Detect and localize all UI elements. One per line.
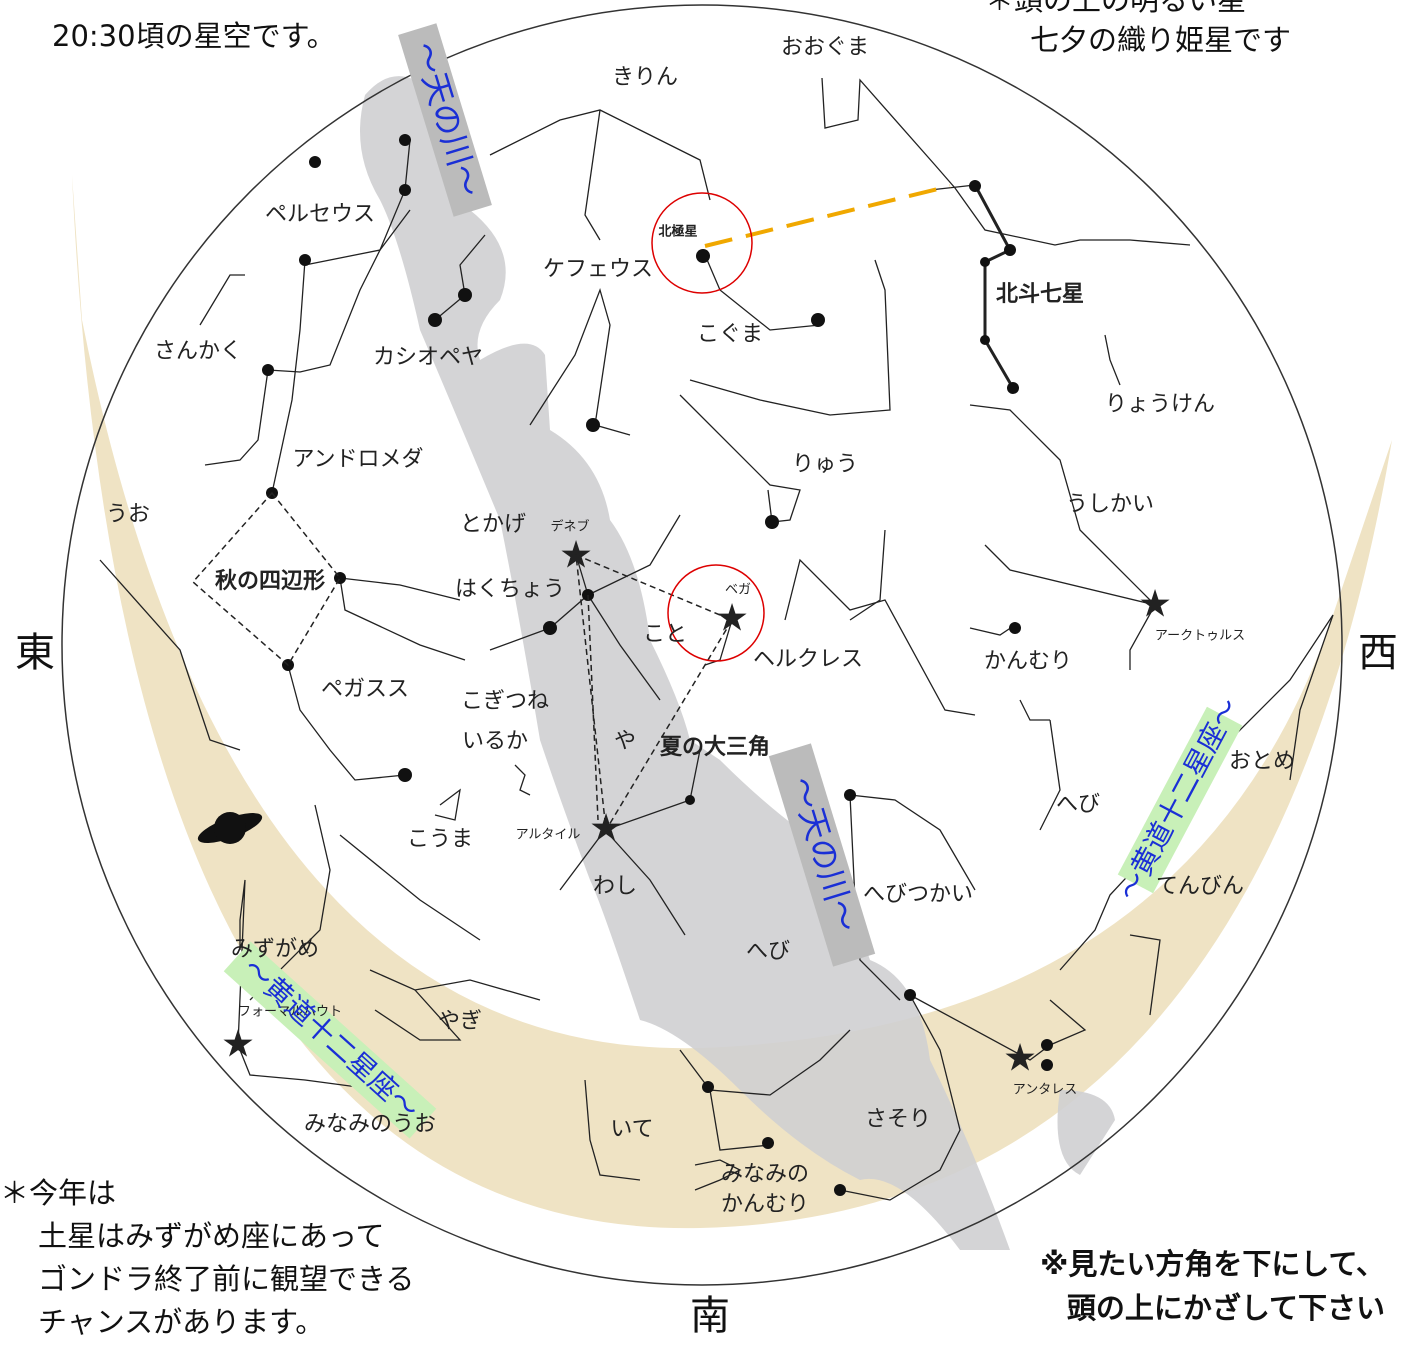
constellation-label: 北極星 xyxy=(658,224,697,240)
background: ★★★ ★★ ★ xyxy=(61,4,1392,1286)
direction-south: 南 xyxy=(690,1293,730,1339)
constellation-label: こぐま xyxy=(697,322,763,347)
constellation-label: おおぐま xyxy=(781,35,869,60)
constellation-label: カシオペヤ xyxy=(373,345,483,370)
note-saturn: ゴンドラ終了前に観望できる xyxy=(38,1262,414,1296)
note-top-right: ＊頭の上の明るい星 xyxy=(985,0,1246,17)
constellation-label: ペルセウス xyxy=(265,202,375,227)
constellation-label: みなみの xyxy=(721,1162,809,1187)
constellation-label: てんびん xyxy=(1156,874,1244,899)
constellation-label: ペガスス xyxy=(321,677,409,702)
sky-circle xyxy=(61,4,1343,1286)
constellation-label: へび xyxy=(1056,792,1100,817)
constellation-label: アークトゥルス xyxy=(1155,629,1245,644)
summer-triangle xyxy=(575,553,734,833)
note-saturn: 土星はみずがめ座にあって xyxy=(38,1219,385,1253)
constellation-label: 秋の四辺形 xyxy=(215,569,325,594)
ecliptic-band xyxy=(72,175,1392,1229)
constellation-label: とかげ xyxy=(460,512,526,537)
constellation-label: へびつかい xyxy=(863,882,973,907)
pointer-line xyxy=(704,184,951,248)
constellation-label: デネブ xyxy=(550,519,589,535)
note-saturn: チャンスがあります。 xyxy=(38,1305,324,1339)
constellation-label: みなみのうお xyxy=(304,1112,436,1137)
constellation-label: かんむり xyxy=(721,1192,809,1217)
constellation-label: わし xyxy=(593,874,637,899)
saturn-body xyxy=(214,812,246,844)
note-usage: 頭の上にかざして下さい xyxy=(1067,1291,1385,1325)
milky-way-tag xyxy=(768,743,876,967)
constellation-label: みずがめ xyxy=(231,937,319,962)
note-usage: ※見たい方角を下にして、 xyxy=(1040,1247,1385,1281)
svg-text:★: ★ xyxy=(1003,1036,1037,1080)
constellation-label: ヘルクレス xyxy=(753,647,863,672)
constellation-lines xyxy=(99,77,1334,1201)
constellation-label: いるか xyxy=(462,729,528,754)
milky-way-tag xyxy=(398,23,492,217)
constellation-label: ベガ xyxy=(725,583,751,598)
milky-way-branch xyxy=(1057,1090,1115,1175)
ecliptic-tag xyxy=(1117,706,1243,894)
constellation-label: さんかく xyxy=(154,339,242,364)
constellation-label: かんむり xyxy=(984,649,1072,674)
svg-text:★: ★ xyxy=(221,1022,255,1066)
polaris-ring xyxy=(651,192,753,294)
constellation-label: こと xyxy=(643,622,687,647)
constellation-label: アンドロメダ xyxy=(292,447,423,472)
note-saturn: ＊今年は xyxy=(0,1176,116,1210)
constellation-label: うしかい xyxy=(1066,492,1154,517)
constellation-label: やぎ xyxy=(438,1009,482,1034)
constellation-label: いて xyxy=(610,1117,653,1142)
constellation-label: 北斗七星 xyxy=(996,282,1084,307)
constellation-label: 夏の大三角 xyxy=(660,734,770,760)
constellation-label: りゅう xyxy=(792,452,858,477)
constellation-label: はくちょう xyxy=(455,577,565,602)
svg-text:★: ★ xyxy=(715,596,749,640)
autumn-square xyxy=(191,491,341,667)
direction-west: 西 xyxy=(1358,630,1398,676)
note-top-right: 七夕の織り姫星です xyxy=(1030,23,1291,57)
direction-east: 東 xyxy=(15,630,55,676)
constellation-label: ケフェウス xyxy=(543,257,653,282)
constellation-label: りょうけん xyxy=(1105,392,1215,417)
constellation-label: おとめ xyxy=(1229,749,1295,774)
constellation-label: や xyxy=(614,729,636,754)
vega-ring xyxy=(667,564,765,662)
svg-text:★: ★ xyxy=(1138,582,1172,626)
constellation-label: フォーマルハウト xyxy=(238,1005,342,1020)
constellation-label: へび xyxy=(746,939,790,964)
ecliptic-tag xyxy=(223,941,437,1139)
constellation-label: さそり xyxy=(865,1107,931,1132)
constellation-label: きりん xyxy=(612,65,678,90)
constellation-label: アルタイル xyxy=(516,828,581,843)
constellation-label: うお xyxy=(106,502,150,527)
constellation-label: こぎつね xyxy=(461,689,549,714)
note-top-left: 20:30頃の星空です。 xyxy=(52,19,336,53)
constellation-label: こうま xyxy=(407,827,473,852)
constellation-label: アンタレス xyxy=(1013,1083,1077,1098)
summer-triangle-inner xyxy=(587,594,599,821)
svg-text:★: ★ xyxy=(589,806,623,850)
